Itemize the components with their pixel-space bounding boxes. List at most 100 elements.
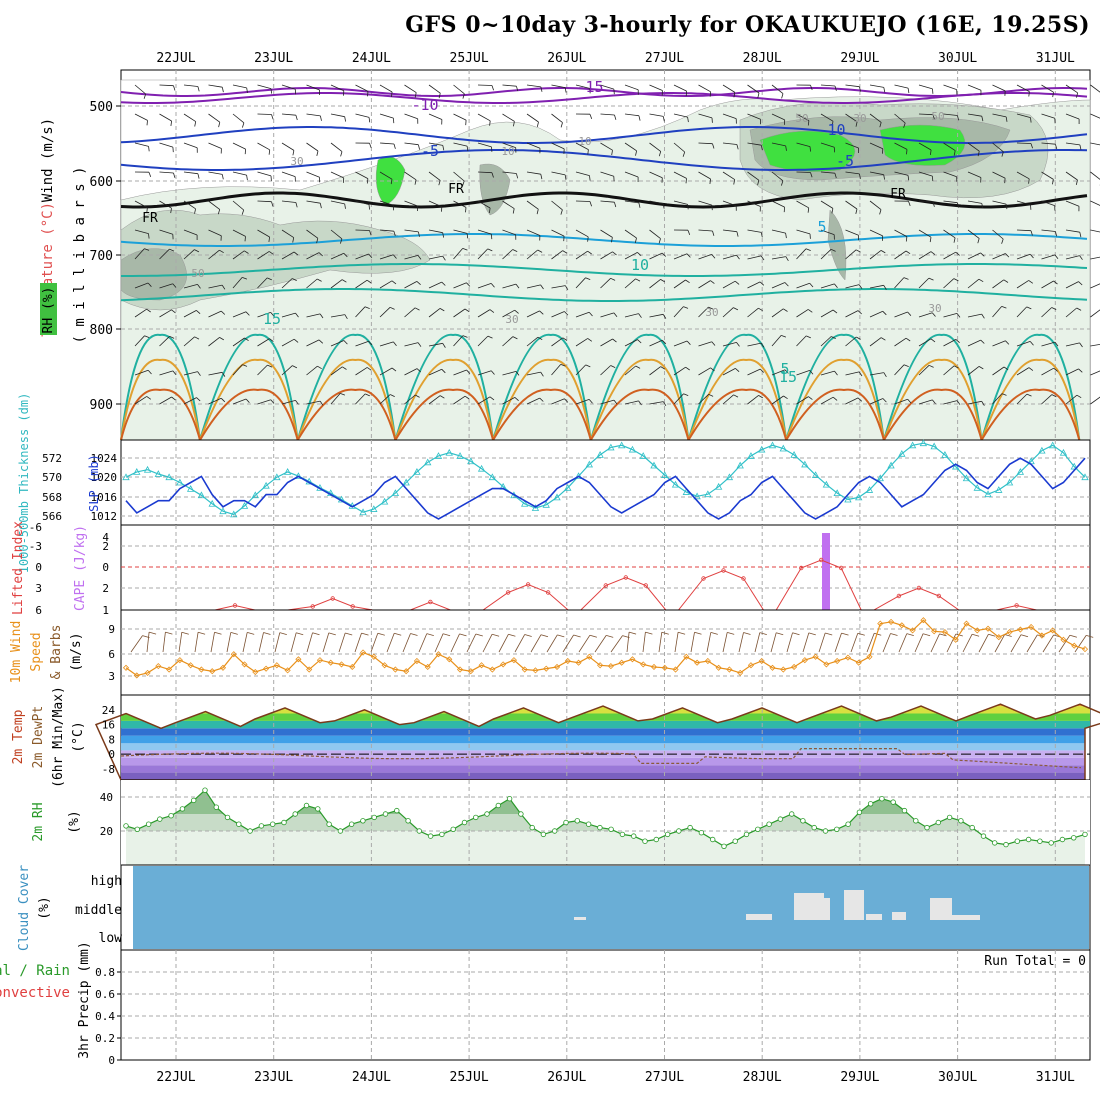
wind-barb bbox=[624, 365, 636, 376]
wind-barb-flag bbox=[832, 309, 838, 314]
wind-barb bbox=[428, 281, 442, 289]
wind-barb bbox=[281, 251, 295, 260]
wind-speed-point bbox=[273, 662, 280, 669]
wind-barb bbox=[722, 254, 737, 260]
contour-label: FR bbox=[142, 211, 158, 226]
wind-barb-flag bbox=[369, 143, 372, 149]
cloud-gaps bbox=[574, 890, 980, 920]
wind-barb bbox=[183, 84, 198, 87]
wind-barb-flag bbox=[242, 122, 245, 128]
wind-barb-flag bbox=[196, 397, 201, 402]
wind-barb bbox=[159, 200, 172, 209]
wind-barb bbox=[1065, 113, 1080, 120]
lifted-index-point bbox=[936, 593, 942, 599]
cape-tick-label: 1 bbox=[102, 604, 109, 617]
surface-wind-barb bbox=[242, 632, 248, 653]
rh-point bbox=[529, 824, 535, 831]
bottom-date-label: 23JUL bbox=[254, 1070, 293, 1085]
wind-barb bbox=[404, 200, 418, 207]
wind-barb-flag bbox=[270, 88, 272, 94]
wind-barb bbox=[502, 200, 515, 209]
wind-barb bbox=[551, 398, 565, 405]
surface-wind-barb bbox=[386, 633, 395, 653]
wind-barb-flag bbox=[194, 336, 200, 340]
wind-barb-flag bbox=[956, 313, 961, 318]
wind-barb bbox=[796, 335, 807, 347]
wind-barb-flag bbox=[857, 397, 863, 402]
wind-barb bbox=[208, 171, 223, 175]
thickness-point bbox=[801, 460, 809, 468]
wind-barb bbox=[894, 277, 905, 289]
surface-wind-barb bbox=[706, 632, 712, 653]
wind-barb bbox=[379, 200, 394, 206]
wind-barb bbox=[722, 280, 736, 289]
surface-wind-barb bbox=[210, 632, 215, 653]
wind-barb bbox=[1090, 142, 1100, 146]
wind-barb-flag bbox=[637, 252, 642, 256]
wind-barb bbox=[453, 113, 467, 121]
wind-barb bbox=[649, 200, 664, 205]
thickness-point bbox=[639, 452, 647, 459]
wind-speed-point bbox=[801, 657, 808, 664]
wind-barb bbox=[428, 142, 443, 146]
rh-panel: 40 20 2m RH (%) bbox=[31, 779, 1091, 866]
wind-barb-flag bbox=[197, 284, 201, 289]
surface-wind-barb-flag bbox=[808, 632, 816, 636]
wind-barb bbox=[1065, 142, 1080, 146]
surface-wind-barb-flag bbox=[710, 632, 718, 635]
wind-barb-flag bbox=[882, 311, 887, 316]
wind-barb bbox=[453, 248, 464, 260]
rh-point bbox=[1048, 840, 1054, 846]
surface-wind-barb bbox=[514, 634, 526, 653]
wind-speed-point bbox=[661, 664, 668, 671]
thickness-point bbox=[445, 448, 453, 456]
wind-barb-flag bbox=[807, 207, 810, 213]
wind-barb bbox=[649, 401, 664, 405]
wind-speed-point bbox=[575, 659, 582, 666]
wind-barb-flag bbox=[344, 116, 346, 122]
wind-barb bbox=[649, 252, 663, 260]
rh-point bbox=[371, 814, 377, 821]
wind-barb-flag bbox=[783, 395, 788, 400]
wind-barb-flag bbox=[1051, 307, 1057, 310]
ylabel-rh: RH (%) bbox=[41, 287, 56, 334]
wind-barb bbox=[845, 200, 858, 210]
wind-barb-flag bbox=[1026, 393, 1032, 397]
wind-barb-flag bbox=[759, 368, 765, 373]
contour-minus15 bbox=[120, 87, 1088, 97]
wind-speed-point bbox=[316, 657, 324, 664]
cloud-fill bbox=[133, 866, 1089, 949]
wind-barb bbox=[453, 84, 465, 95]
wind-barb bbox=[404, 84, 417, 93]
wind-barb bbox=[306, 365, 318, 376]
wind-barb bbox=[355, 113, 370, 118]
wind-barb-flag bbox=[366, 178, 369, 184]
wind-barb-flag bbox=[197, 371, 201, 376]
wind-barb bbox=[257, 312, 271, 318]
wind-barb bbox=[306, 84, 320, 91]
wind-barb bbox=[722, 394, 734, 405]
cloud-gap-bar bbox=[820, 898, 830, 920]
wind-barb-flag bbox=[217, 209, 221, 215]
wind-barb-flag bbox=[834, 173, 837, 179]
cape-grid bbox=[121, 525, 1090, 610]
surface-wind-barb-flag bbox=[508, 633, 516, 637]
wind-barb bbox=[477, 200, 491, 209]
wind-barb bbox=[330, 84, 344, 92]
wind-barb bbox=[698, 200, 713, 206]
surface-wind-barb bbox=[162, 632, 166, 653]
wind-barb bbox=[134, 369, 149, 376]
surface-wind-barb-flag bbox=[606, 635, 614, 638]
thickness-point bbox=[553, 493, 561, 501]
rh-point bbox=[168, 813, 174, 819]
temp-tick-label: -8 bbox=[102, 763, 115, 776]
slp-panel: 572 570 568 566 1024 1020 1016 1012 1000-500mb … bbox=[17, 393, 1091, 573]
rh-point bbox=[292, 811, 298, 817]
wind-barb-flag bbox=[564, 398, 569, 403]
wind-barb bbox=[894, 337, 907, 347]
lifted-index-point bbox=[896, 593, 902, 599]
wind-barb bbox=[551, 171, 566, 176]
wind-barb bbox=[845, 371, 860, 376]
wind-barb bbox=[551, 311, 565, 318]
thickness-point bbox=[542, 500, 550, 508]
